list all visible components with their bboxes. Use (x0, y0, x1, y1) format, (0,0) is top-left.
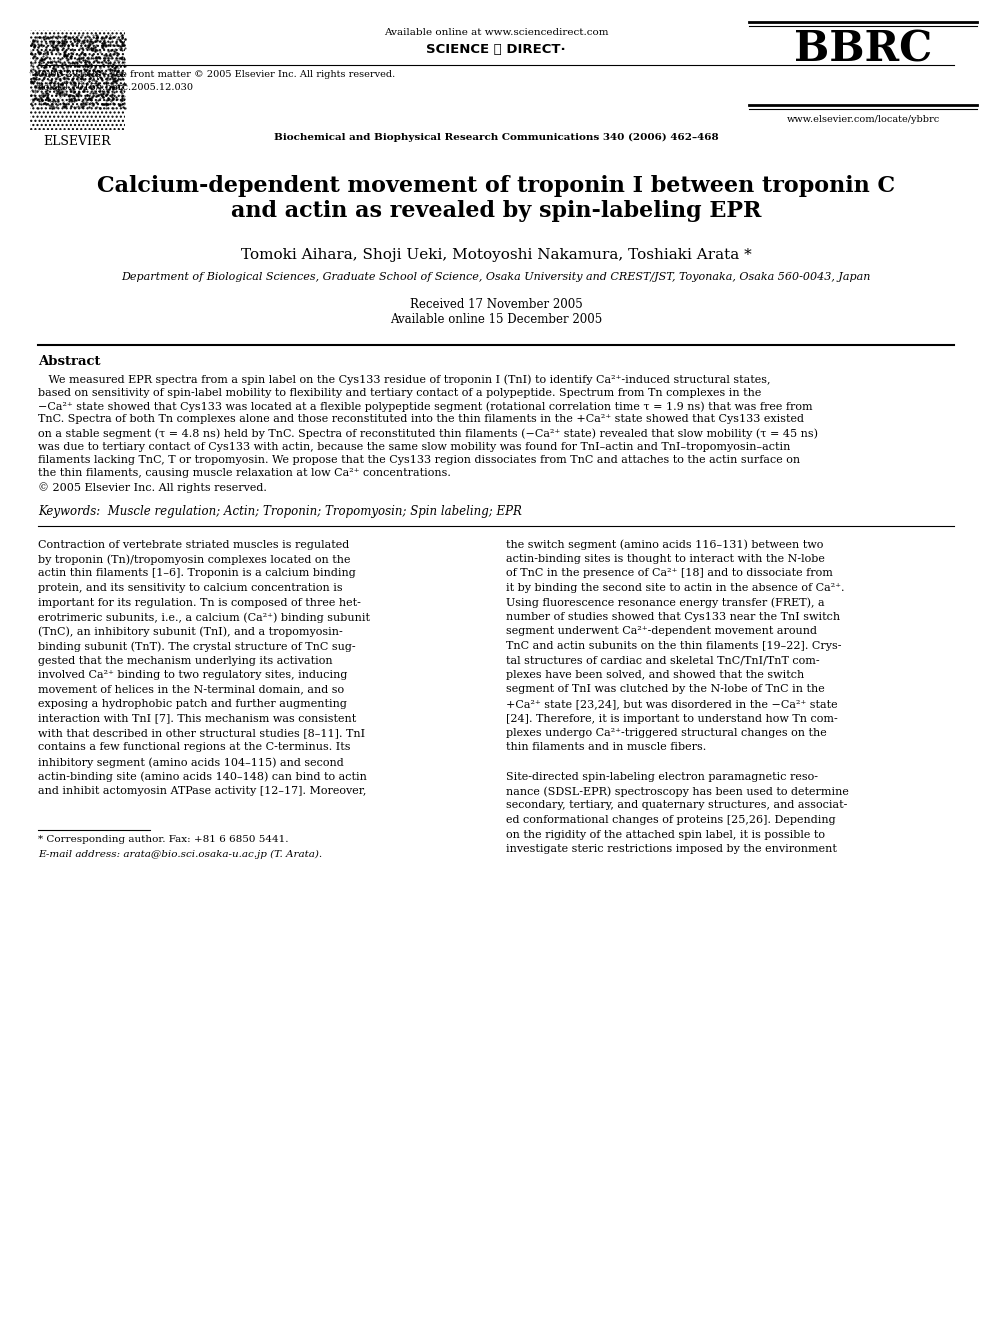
Text: BBRC: BBRC (794, 28, 932, 70)
Text: We measured EPR spectra from a spin label on the Cys133 residue of troponin I (T: We measured EPR spectra from a spin labe… (38, 374, 771, 385)
Text: protein, and its sensitivity to calcium concentration is: protein, and its sensitivity to calcium … (38, 583, 342, 593)
Text: was due to tertiary contact of Cys133 with actin, because the same slow mobility: was due to tertiary contact of Cys133 wi… (38, 442, 791, 451)
Text: segment of TnI was clutched by the N-lobe of TnC in the: segment of TnI was clutched by the N-lob… (506, 684, 824, 695)
Text: gested that the mechanism underlying its activation: gested that the mechanism underlying its… (38, 655, 332, 665)
Text: on the rigidity of the attached spin label, it is possible to: on the rigidity of the attached spin lab… (506, 830, 825, 840)
Bar (30, 30, 125, 130)
Text: on a stable segment (τ = 4.8 ns) held by TnC. Spectra of reconstituted thin fila: on a stable segment (τ = 4.8 ns) held by… (38, 429, 818, 438)
Text: erotrimeric subunits, i.e., a calcium (Ca²⁺) binding subunit: erotrimeric subunits, i.e., a calcium (C… (38, 613, 370, 623)
Text: Available online 15 December 2005: Available online 15 December 2005 (390, 314, 602, 325)
Text: and actin as revealed by spin-labeling EPR: and actin as revealed by spin-labeling E… (231, 200, 761, 222)
Text: contains a few functional regions at the C-terminus. Its: contains a few functional regions at the… (38, 742, 350, 753)
Text: important for its regulation. Tn is composed of three het-: important for its regulation. Tn is comp… (38, 598, 361, 607)
Text: 0006-291X/$ - see front matter © 2005 Elsevier Inc. All rights reserved.: 0006-291X/$ - see front matter © 2005 El… (38, 70, 395, 79)
Text: binding subunit (TnT). The crystal structure of TnC sug-: binding subunit (TnT). The crystal struc… (38, 642, 355, 651)
Text: by troponin (Tn)/tropomyosin complexes located on the: by troponin (Tn)/tropomyosin complexes l… (38, 554, 350, 565)
Text: actin-binding site (amino acids 140–148) can bind to actin: actin-binding site (amino acids 140–148)… (38, 771, 367, 782)
Text: Biochemical and Biophysical Research Communications 340 (2006) 462–468: Biochemical and Biophysical Research Com… (274, 134, 718, 142)
Text: SCIENCE ⓓ DIRECT·: SCIENCE ⓓ DIRECT· (427, 44, 565, 56)
Text: with that described in other structural studies [8–11]. TnI: with that described in other structural … (38, 728, 365, 738)
Text: Abstract: Abstract (38, 355, 100, 368)
Text: involved Ca²⁺ binding to two regulatory sites, inducing: involved Ca²⁺ binding to two regulatory … (38, 669, 347, 680)
Text: tal structures of cardiac and skeletal TnC/TnI/TnT com-: tal structures of cardiac and skeletal T… (506, 655, 819, 665)
Text: Using fluorescence resonance energy transfer (FRET), a: Using fluorescence resonance energy tran… (506, 598, 824, 609)
Text: nance (SDSL-EPR) spectroscopy has been used to determine: nance (SDSL-EPR) spectroscopy has been u… (506, 786, 849, 796)
Text: it by binding the second site to actin in the absence of Ca²⁺.: it by binding the second site to actin i… (506, 583, 844, 593)
Text: TnC. Spectra of both Tn complexes alone and those reconstituted into the thin fi: TnC. Spectra of both Tn complexes alone … (38, 414, 804, 425)
Text: Department of Biological Sciences, Graduate School of Science, Osaka University : Department of Biological Sciences, Gradu… (121, 273, 871, 282)
Text: thin filaments and in muscle fibers.: thin filaments and in muscle fibers. (506, 742, 706, 753)
Text: movement of helices in the N-terminal domain, and so: movement of helices in the N-terminal do… (38, 684, 344, 695)
Text: * Corresponding author. Fax: +81 6 6850 5441.: * Corresponding author. Fax: +81 6 6850 … (38, 836, 289, 844)
Text: Site-directed spin-labeling electron paramagnetic reso-: Site-directed spin-labeling electron par… (506, 771, 818, 782)
Text: E-mail address: arata@bio.sci.osaka-u.ac.jp (T. Arata).: E-mail address: arata@bio.sci.osaka-u.ac… (38, 849, 322, 859)
Text: [24]. Therefore, it is important to understand how Tn com-: [24]. Therefore, it is important to unde… (506, 713, 838, 724)
Text: exposing a hydrophobic patch and further augmenting: exposing a hydrophobic patch and further… (38, 699, 347, 709)
Text: TnC and actin subunits on the thin filaments [19–22]. Crys-: TnC and actin subunits on the thin filam… (506, 642, 841, 651)
Text: number of studies showed that Cys133 near the TnI switch: number of studies showed that Cys133 nea… (506, 613, 840, 622)
Text: filaments lacking TnC, T or tropomyosin. We propose that the Cys133 region disso: filaments lacking TnC, T or tropomyosin.… (38, 455, 801, 464)
Text: actin-binding sites is thought to interact with the N-lobe: actin-binding sites is thought to intera… (506, 554, 825, 564)
Text: the thin filaments, causing muscle relaxation at low Ca²⁺ concentrations.: the thin filaments, causing muscle relax… (38, 468, 451, 479)
Text: Received 17 November 2005: Received 17 November 2005 (410, 298, 582, 311)
Text: Available online at www.sciencedirect.com: Available online at www.sciencedirect.co… (384, 28, 608, 37)
Text: ELSEVIER: ELSEVIER (44, 135, 111, 148)
Text: (TnC), an inhibitory subunit (TnI), and a tropomyosin-: (TnC), an inhibitory subunit (TnI), and … (38, 627, 343, 638)
Text: www.elsevier.com/locate/ybbrc: www.elsevier.com/locate/ybbrc (787, 115, 939, 124)
Text: doi:10.1016/j.bbrc.2005.12.030: doi:10.1016/j.bbrc.2005.12.030 (38, 83, 194, 93)
Text: secondary, tertiary, and quaternary structures, and associat-: secondary, tertiary, and quaternary stru… (506, 800, 847, 811)
Text: −Ca²⁺ state showed that Cys133 was located at a flexible polypeptide segment (ro: −Ca²⁺ state showed that Cys133 was locat… (38, 401, 812, 411)
Text: plexes undergo Ca²⁺-triggered structural changes on the: plexes undergo Ca²⁺-triggered structural… (506, 728, 826, 738)
Text: the switch segment (amino acids 116–131) between two: the switch segment (amino acids 116–131)… (506, 540, 823, 550)
Text: actin thin filaments [1–6]. Troponin is a calcium binding: actin thin filaments [1–6]. Troponin is … (38, 569, 356, 578)
Text: Contraction of vertebrate striated muscles is regulated: Contraction of vertebrate striated muscl… (38, 540, 349, 549)
Text: based on sensitivity of spin-label mobility to flexibility and tertiary contact : based on sensitivity of spin-label mobil… (38, 388, 762, 397)
Text: +Ca²⁺ state [23,24], but was disordered in the −Ca²⁺ state: +Ca²⁺ state [23,24], but was disordered … (506, 699, 837, 709)
Text: Calcium-dependent movement of troponin I between troponin C: Calcium-dependent movement of troponin I… (97, 175, 895, 197)
Text: plexes have been solved, and showed that the switch: plexes have been solved, and showed that… (506, 669, 805, 680)
Text: inhibitory segment (amino acids 104–115) and second: inhibitory segment (amino acids 104–115)… (38, 757, 344, 767)
Text: Keywords:  Muscle regulation; Actin; Troponin; Tropomyosin; Spin labeling; EPR: Keywords: Muscle regulation; Actin; Trop… (38, 505, 522, 519)
Text: of TnC in the presence of Ca²⁺ [18] and to dissociate from: of TnC in the presence of Ca²⁺ [18] and … (506, 569, 833, 578)
Text: segment underwent Ca²⁺-dependent movement around: segment underwent Ca²⁺-dependent movemen… (506, 627, 817, 636)
Text: interaction with TnI [7]. This mechanism was consistent: interaction with TnI [7]. This mechanism… (38, 713, 356, 724)
Text: © 2005 Elsevier Inc. All rights reserved.: © 2005 Elsevier Inc. All rights reserved… (38, 482, 267, 492)
Text: ed conformational changes of proteins [25,26]. Depending: ed conformational changes of proteins [2… (506, 815, 835, 826)
Text: Tomoki Aihara, Shoji Ueki, Motoyoshi Nakamura, Toshiaki Arata *: Tomoki Aihara, Shoji Ueki, Motoyoshi Nak… (241, 247, 751, 262)
Text: and inhibit actomyosin ATPase activity [12–17]. Moreover,: and inhibit actomyosin ATPase activity [… (38, 786, 366, 796)
Text: investigate steric restrictions imposed by the environment: investigate steric restrictions imposed … (506, 844, 837, 855)
